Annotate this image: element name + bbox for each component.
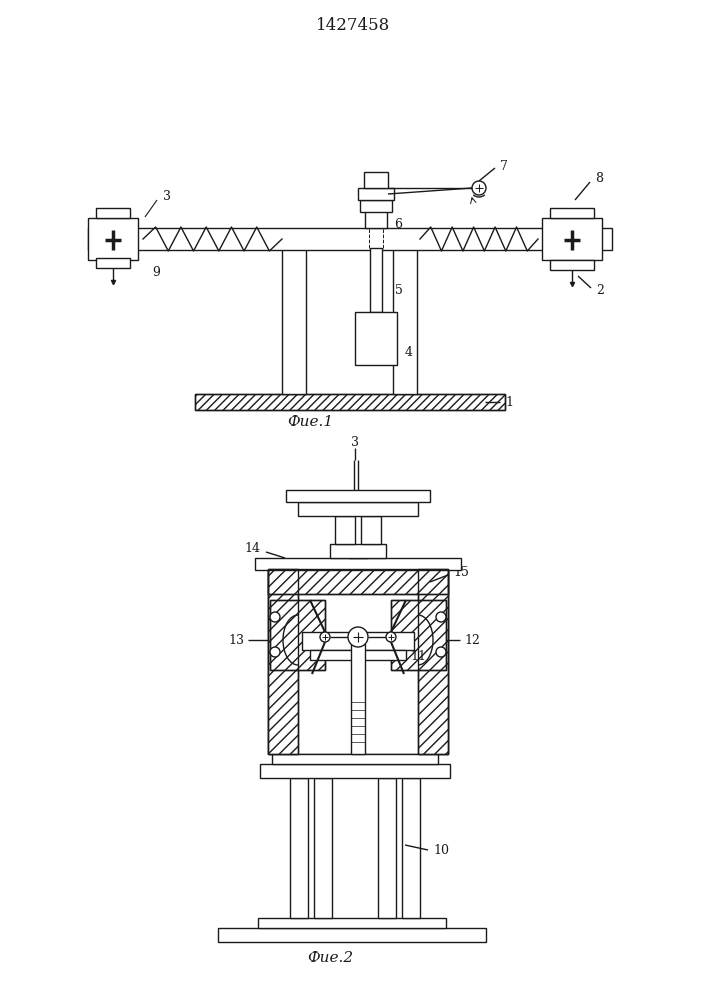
Bar (268, 569, 448, 594)
Bar (314, 778, 332, 918)
Bar (360, 200, 392, 212)
Bar (272, 754, 438, 764)
Text: 3: 3 (351, 436, 359, 450)
Text: 13: 13 (228, 634, 244, 647)
Circle shape (320, 632, 330, 642)
Bar (290, 778, 308, 918)
Text: 9: 9 (152, 265, 160, 278)
Bar (550, 260, 594, 270)
Bar (355, 312, 397, 365)
Bar (88, 228, 612, 250)
Text: 6: 6 (394, 219, 402, 232)
Bar (418, 569, 448, 754)
Bar (260, 764, 450, 778)
Bar (393, 246, 417, 394)
Bar (310, 650, 406, 660)
Bar (391, 600, 446, 670)
Bar (378, 778, 396, 918)
Text: 12: 12 (464, 634, 480, 647)
Bar (550, 208, 594, 218)
Bar (88, 218, 138, 260)
Text: 11: 11 (410, 650, 426, 664)
Bar (330, 544, 386, 558)
Bar (542, 218, 602, 260)
Text: 1: 1 (505, 395, 513, 408)
Text: 7: 7 (500, 159, 508, 172)
Bar (268, 569, 298, 754)
Text: 14: 14 (244, 542, 260, 556)
Bar (195, 394, 505, 410)
Bar (268, 569, 448, 754)
Text: 10: 10 (433, 844, 449, 857)
Bar (349, 496, 367, 558)
Text: 1427458: 1427458 (316, 16, 390, 33)
Bar (302, 632, 414, 650)
Bar (418, 569, 448, 754)
Bar (370, 248, 382, 312)
Bar (268, 569, 448, 594)
Bar (358, 188, 394, 200)
Bar (402, 778, 420, 918)
Bar (258, 918, 446, 928)
Circle shape (436, 647, 446, 657)
Text: 15: 15 (453, 566, 469, 580)
Circle shape (270, 647, 280, 657)
Text: Фие.2: Фие.2 (307, 951, 353, 965)
Bar (361, 516, 381, 544)
Bar (282, 246, 306, 394)
Bar (96, 258, 130, 268)
Text: 4: 4 (405, 346, 413, 359)
Circle shape (348, 627, 368, 647)
Text: 8: 8 (595, 172, 603, 186)
Bar (298, 502, 418, 516)
Bar (391, 600, 446, 670)
Bar (351, 644, 365, 754)
Bar (255, 558, 461, 570)
Circle shape (386, 632, 396, 642)
Bar (335, 516, 355, 544)
Bar (270, 600, 325, 670)
Circle shape (472, 181, 486, 195)
Circle shape (270, 612, 280, 622)
Text: 2: 2 (596, 284, 604, 296)
Text: 5: 5 (395, 284, 403, 296)
Bar (365, 210, 387, 228)
Circle shape (436, 612, 446, 622)
Text: 3: 3 (163, 190, 171, 204)
Text: Фие.1: Фие.1 (287, 415, 333, 429)
Bar (268, 569, 298, 754)
Bar (218, 928, 486, 942)
Bar (195, 394, 505, 410)
Bar (364, 172, 388, 188)
Bar (270, 600, 325, 670)
Bar (286, 490, 430, 502)
Bar (96, 208, 130, 218)
